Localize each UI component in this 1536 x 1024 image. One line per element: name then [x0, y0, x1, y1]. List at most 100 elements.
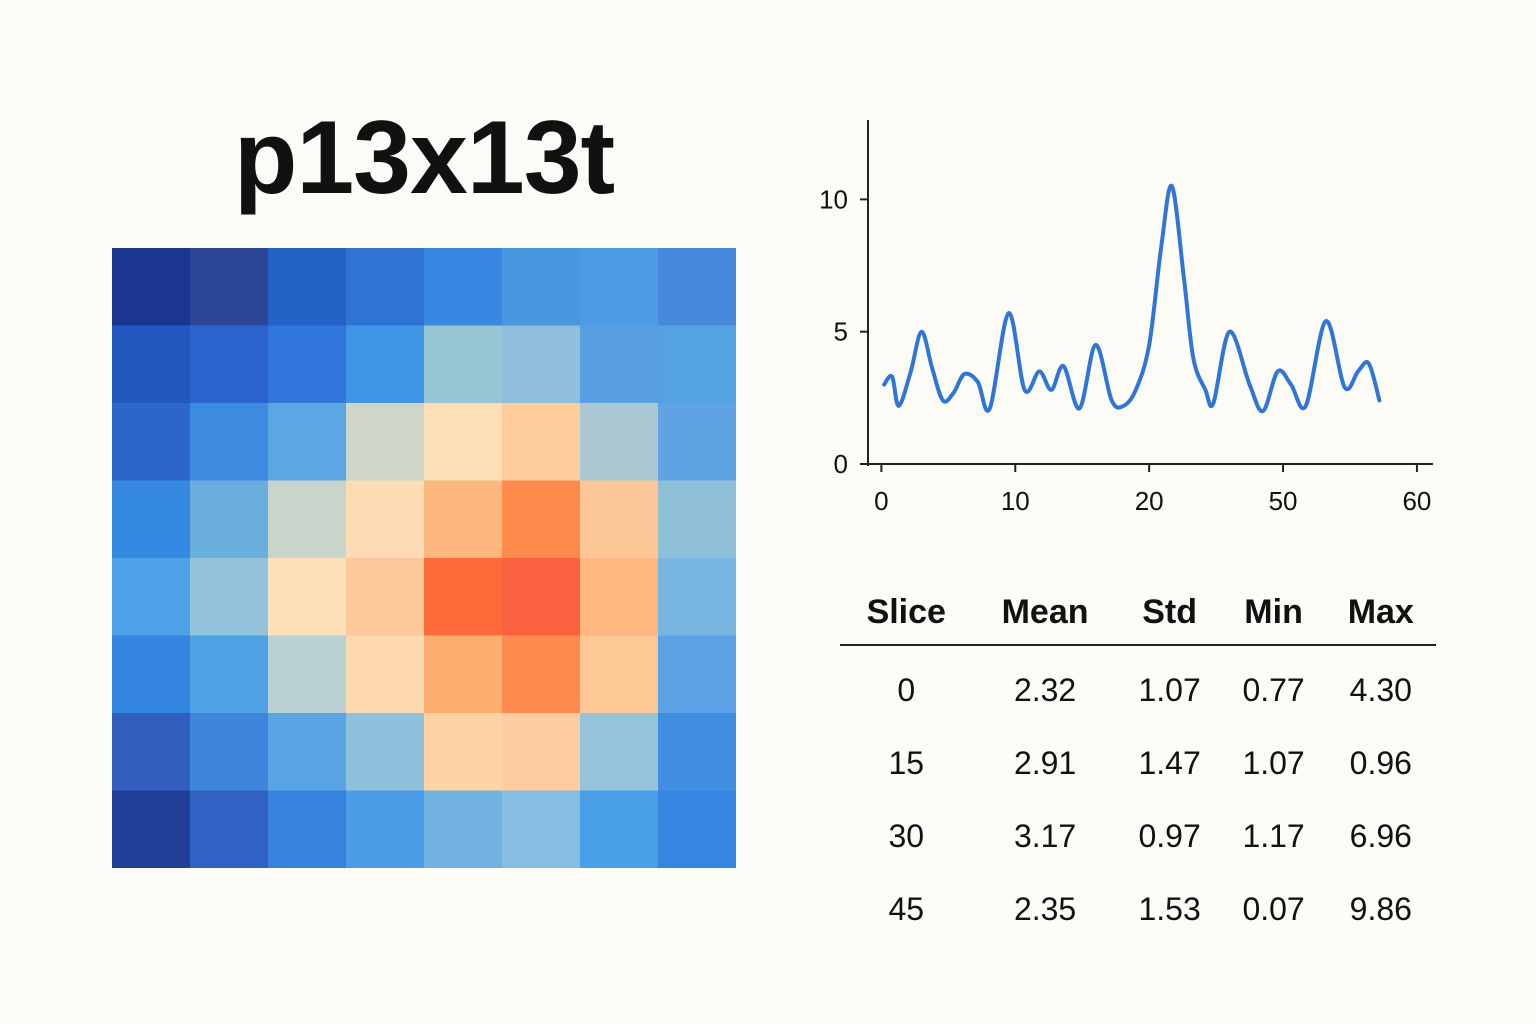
column-header-std: Std	[1117, 580, 1222, 646]
heatmap-cell	[190, 325, 269, 404]
heatmap-cell	[346, 248, 425, 327]
heatmap-cell	[502, 325, 581, 404]
heatmap-cell	[190, 480, 269, 559]
heatmap-cell	[112, 635, 191, 714]
figure-title: p13x13t	[233, 100, 615, 216]
heatmap-cell	[346, 713, 425, 792]
heatmap-cell	[268, 558, 347, 637]
heatmap-cell	[190, 635, 269, 714]
y-tick-label: 0	[834, 449, 848, 479]
stats-table: Slice Mean Std Min Max 0 2.32 1.07 0.77 …	[840, 580, 1436, 946]
heatmap-cell	[502, 635, 581, 714]
heatmap-cell	[268, 325, 347, 404]
heatmap-cell	[424, 325, 503, 404]
heatmap-cell	[424, 480, 503, 559]
heatmap	[112, 248, 736, 868]
heatmap-cell	[112, 713, 191, 792]
table-cell: 0.96	[1349, 745, 1412, 781]
table-cell: 30	[888, 818, 925, 854]
heatmap-cell	[424, 635, 503, 714]
table-cell: 15	[888, 745, 925, 781]
heatmap-cell	[112, 790, 191, 868]
y-tick-label: 10	[819, 184, 848, 214]
heatmap-cell	[112, 325, 191, 404]
heatmap-cell	[112, 248, 191, 327]
table-cell: 9.86	[1349, 891, 1412, 927]
heatmap-cell	[190, 403, 269, 482]
table-row: 45 2.35 1.53 0.07 9.86	[840, 873, 1436, 946]
heatmap-cell	[580, 713, 659, 792]
heatmap-cell	[502, 713, 581, 792]
table-cell: 1.07	[1242, 745, 1305, 781]
heatmap-cell	[658, 635, 736, 714]
heatmap-cell	[658, 713, 736, 792]
heatmap-cell	[424, 713, 503, 792]
heatmap-cell	[502, 790, 581, 868]
heatmap-cell	[346, 635, 425, 714]
heatmap-cell	[424, 403, 503, 482]
heatmap-cell	[190, 248, 269, 327]
table-cell: 2.32	[1013, 672, 1077, 708]
heatmap-cell	[580, 403, 659, 482]
column-header-slice: Slice	[840, 580, 973, 646]
table-cell: 0.07	[1242, 891, 1305, 927]
x-tick-label: 60	[1402, 486, 1431, 516]
heatmap-cell	[268, 248, 347, 327]
heatmap-cell	[502, 248, 581, 327]
table-row: 30 3.17 0.97 1.17 6.96	[840, 800, 1436, 873]
heatmap-cell	[346, 480, 425, 559]
heatmap-cell	[268, 790, 347, 868]
table-cell: 2.35	[1013, 891, 1077, 927]
column-header-mean: Mean	[972, 580, 1118, 646]
heatmap-cell	[190, 790, 269, 868]
heatmap-cell	[346, 558, 425, 637]
heatmap-cell	[190, 713, 269, 792]
x-tick-label: 10	[1001, 486, 1030, 516]
column-header-max: Max	[1325, 580, 1436, 646]
heatmap-cell	[268, 480, 347, 559]
heatmap-cell	[580, 558, 659, 637]
line-chart: 0 5 10 0 10 20 50 60	[819, 120, 1433, 516]
heatmap-cell	[112, 558, 191, 637]
heatmap-cell	[658, 480, 736, 559]
heatmap-cell	[580, 480, 659, 559]
heatmap-cell	[346, 790, 425, 868]
table-cell: 0	[897, 672, 916, 708]
y-tick-label: 5	[834, 317, 848, 347]
table-row: 0 2.32 1.07 0.77 4.30	[840, 645, 1436, 727]
heatmap-cell	[268, 713, 347, 792]
table-cell: 6.96	[1349, 818, 1412, 854]
heatmap-cell	[658, 790, 736, 868]
x-tick-label: 0	[874, 486, 888, 516]
series-line	[882, 184, 1382, 414]
table-cell: 4.30	[1349, 672, 1412, 708]
heatmap-cell	[580, 248, 659, 327]
heatmap-cell	[424, 790, 503, 868]
heatmap-cell	[502, 558, 581, 637]
heatmap-cell	[268, 635, 347, 714]
heatmap-cell	[112, 403, 191, 482]
table-row: 15 2.91 1.47 1.07 0.96	[840, 727, 1436, 800]
heatmap-cell	[580, 635, 659, 714]
heatmap-cell	[424, 558, 503, 637]
table-cell: 1.53	[1138, 891, 1201, 927]
heatmap-cell	[346, 403, 425, 482]
heatmap-cell	[424, 248, 503, 327]
table-cell: 3.17	[1013, 818, 1077, 854]
table-cell: 1.17	[1242, 818, 1305, 854]
table-cell: 2.91	[1013, 745, 1077, 781]
heatmap-cell	[268, 403, 347, 482]
heatmap-cell	[112, 480, 191, 559]
table-cell: 1.07	[1138, 672, 1201, 708]
x-tick-label: 20	[1135, 486, 1164, 516]
heatmap-cell	[502, 403, 581, 482]
heatmap-cell	[658, 325, 736, 404]
x-tick-label: 50	[1269, 486, 1298, 516]
heatmap-cell	[580, 790, 659, 868]
table-cell: 1.47	[1138, 745, 1201, 781]
heatmap-cell	[658, 403, 736, 482]
heatmap-cell	[658, 558, 736, 637]
table-cell: 0.77	[1242, 672, 1305, 708]
table-header-row: Slice Mean Std Min Max	[840, 580, 1436, 646]
